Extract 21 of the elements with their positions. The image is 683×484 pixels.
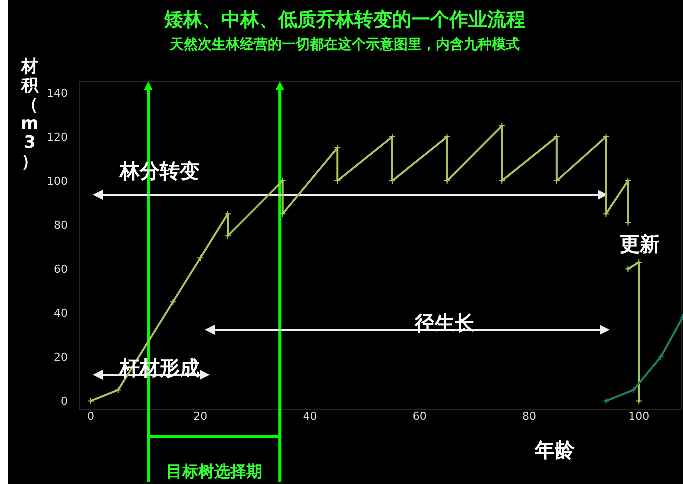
chart-subtitle: 天然次生林经营的一切都在这个示意图里，内含九种模式	[169, 36, 520, 53]
text: 目标树选择期	[166, 462, 262, 481]
y-tick-label: 100	[47, 175, 68, 188]
y-tick-label: 40	[54, 307, 68, 320]
y-tick-label: 20	[54, 351, 68, 364]
chart-title: 矮林、中林、低质乔林转变的一个作业流程	[164, 9, 526, 31]
x-tick-label: 60	[412, 410, 427, 423]
y-tick-label: 60	[54, 263, 68, 276]
x-tick-label: 20	[194, 410, 208, 423]
annotation: 径生长	[414, 311, 476, 335]
x-tick-label: 40	[303, 410, 318, 423]
x-tick-label: 80	[522, 410, 537, 423]
x-tick-label: 0	[87, 410, 94, 423]
annotation: 更新	[620, 232, 660, 256]
y-tick-label: 120	[47, 131, 68, 144]
x-tick-label: 100	[628, 410, 650, 423]
y-tick-label: 140	[47, 87, 68, 100]
y-axis-title: 材积（m3）	[20, 57, 40, 172]
y-tick-label: 80	[54, 219, 68, 232]
y-tick-label: 0	[61, 395, 68, 408]
x-axis-title: 年龄	[534, 438, 576, 462]
